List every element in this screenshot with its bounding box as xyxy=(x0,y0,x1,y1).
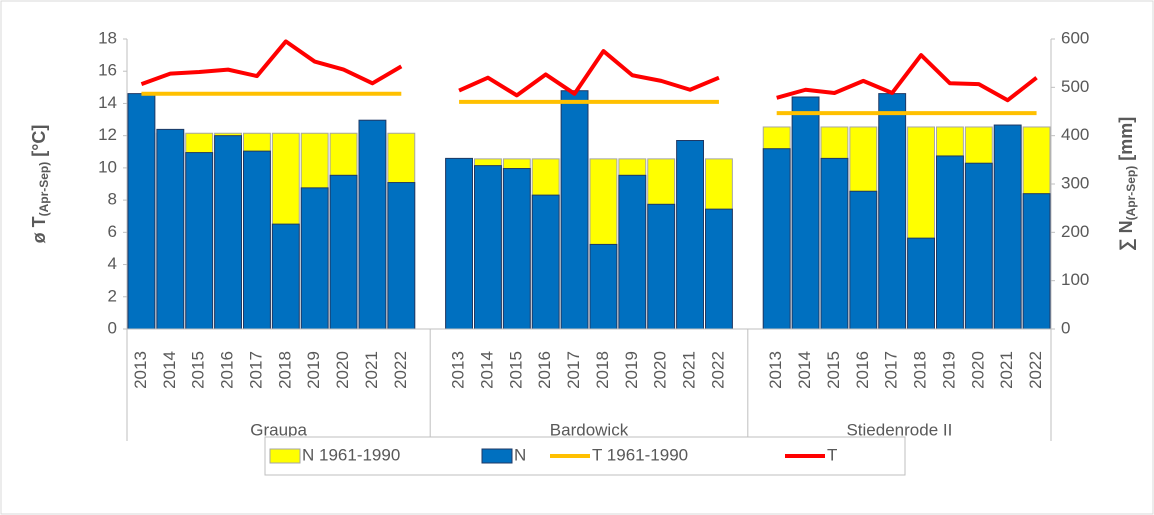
bar xyxy=(560,90,589,330)
bar xyxy=(271,223,300,330)
x-tick-label: 2017 xyxy=(882,351,901,389)
bar xyxy=(907,237,935,330)
y-axis-title: ø T(Apr-Sep) [°C] xyxy=(29,125,51,244)
bar xyxy=(445,157,473,330)
y2-tick-label: 200 xyxy=(1061,222,1089,241)
y2-axis-title-sub: (Apr-Sep) xyxy=(1124,166,1138,221)
bar xyxy=(936,155,964,330)
x-tick-label: 2022 xyxy=(391,351,410,389)
x-tick-label: 2015 xyxy=(506,351,525,389)
bar xyxy=(791,96,820,330)
y2-tick-label: 600 xyxy=(1061,28,1089,47)
x-tick-label: 2017 xyxy=(246,351,265,389)
x-tick-label: 2021 xyxy=(997,351,1016,389)
bar xyxy=(387,182,416,330)
bar xyxy=(589,243,618,330)
y-tick-label: 6 xyxy=(108,222,117,241)
x-tick-label: 2020 xyxy=(968,351,987,389)
x-tick-label: 2016 xyxy=(853,351,872,389)
y-tick-label: 12 xyxy=(98,125,117,144)
x-tick-label: 2018 xyxy=(911,351,930,389)
bar xyxy=(127,93,156,330)
bar xyxy=(849,190,878,330)
bar xyxy=(762,148,791,330)
y-tick-label: 10 xyxy=(98,157,117,176)
x-tick-label: 2019 xyxy=(622,351,641,389)
bar xyxy=(156,128,185,330)
y-axis-title-unit: [°C] xyxy=(29,125,49,157)
group-label: Bardowick xyxy=(550,420,629,439)
y2-axis-title: ∑ N(Apr-Sep) [mm] xyxy=(1116,117,1138,252)
y2-axis-title-main: ∑ N xyxy=(1116,220,1136,251)
bar xyxy=(531,194,560,330)
x-tick-label: 2016 xyxy=(535,351,554,389)
bar xyxy=(474,165,502,330)
x-tick-label: 2022 xyxy=(708,351,727,389)
legend-swatch xyxy=(269,448,301,464)
x-tick-label: 2013 xyxy=(131,351,150,389)
bar xyxy=(185,152,214,330)
legend-label: T xyxy=(827,445,837,464)
bar xyxy=(820,157,849,330)
legend: N 1961-1990 N T 1961-1990 T xyxy=(264,436,906,476)
bar xyxy=(647,203,676,330)
bar xyxy=(676,140,704,330)
bar xyxy=(878,93,907,330)
x-tick-label: 2014 xyxy=(160,351,179,389)
bar xyxy=(705,208,733,330)
y-tick-label: 18 xyxy=(98,28,117,47)
y-axis-title-main: ø T xyxy=(29,216,49,243)
y-tick-label: 14 xyxy=(98,93,117,112)
x-tick-label: 2013 xyxy=(449,351,468,389)
bar xyxy=(300,187,329,330)
y2-axis-title-unit: [mm] xyxy=(1116,117,1136,161)
x-tick-label: 2016 xyxy=(218,351,237,389)
y-tick-label: 16 xyxy=(98,61,117,80)
x-tick-label: 2020 xyxy=(651,351,670,389)
x-tick-label: 2020 xyxy=(333,351,352,389)
y-tick-label: 2 xyxy=(108,286,117,305)
bar xyxy=(1022,193,1051,330)
x-tick-label: 2015 xyxy=(824,351,843,389)
bar xyxy=(618,174,647,330)
x-tick-label: 2013 xyxy=(766,351,785,389)
line xyxy=(458,49,720,98)
y-tick-label: 0 xyxy=(108,318,117,337)
legend-label: T 1961-1990 xyxy=(592,445,688,464)
y-tick-label: 8 xyxy=(108,190,117,209)
x-tick-label: 2022 xyxy=(1026,351,1045,389)
bar xyxy=(329,174,358,330)
x-tick-label: 2021 xyxy=(362,351,381,389)
y2-tick-label: 0 xyxy=(1061,318,1070,337)
bar xyxy=(358,119,387,330)
legend-label: N 1961-1990 xyxy=(302,445,400,464)
bar xyxy=(243,150,271,330)
x-tick-label: 2018 xyxy=(593,351,612,389)
group-label: Graupa xyxy=(250,420,307,439)
y2-tick-label: 100 xyxy=(1061,270,1089,289)
y2-tick-label: 500 xyxy=(1061,77,1089,96)
group-label: Stiedenrode II xyxy=(846,420,952,439)
x-tick-label: 2019 xyxy=(304,351,323,389)
x-tick-label: 2014 xyxy=(477,351,496,389)
x-tick-label: 2019 xyxy=(939,351,958,389)
line xyxy=(140,39,403,86)
bar xyxy=(993,124,1022,330)
y2-tick-label: 400 xyxy=(1061,125,1089,144)
bar xyxy=(214,135,242,330)
x-tick-label: 2014 xyxy=(795,351,814,389)
x-tick-label: 2018 xyxy=(275,351,294,389)
y2-tick-label: 300 xyxy=(1061,173,1089,192)
bar xyxy=(964,162,993,330)
x-tick-label: 2015 xyxy=(189,351,208,389)
y-tick-label: 4 xyxy=(108,254,117,273)
legend-swatch xyxy=(481,448,513,464)
x-tick-label: 2017 xyxy=(564,351,583,389)
y-axis-title-sub: (Apr-Sep) xyxy=(37,162,51,217)
x-tick-label: 2021 xyxy=(680,351,699,389)
bar xyxy=(502,168,531,330)
line xyxy=(776,53,1038,103)
legend-label: N xyxy=(514,445,526,464)
